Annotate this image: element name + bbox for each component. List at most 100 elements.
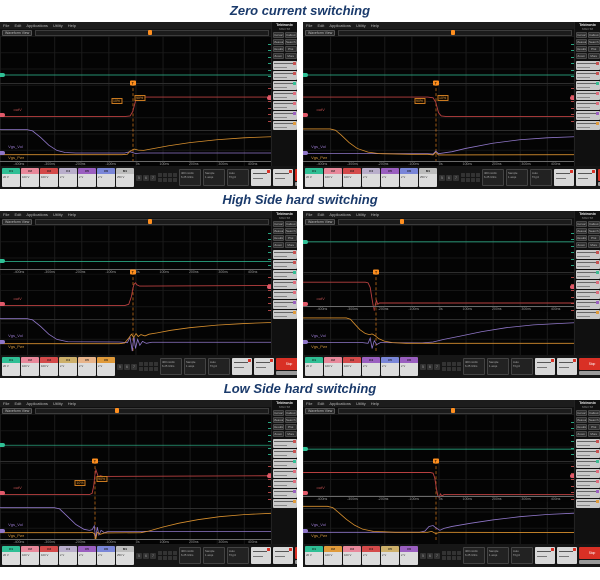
panel-button-search[interactable]: Search [285, 39, 297, 45]
menu-item-edit[interactable]: Edit [14, 401, 22, 406]
settings-badge[interactable] [272, 449, 297, 458]
settings-badge[interactable] [272, 260, 297, 269]
panel-button-more[interactable]: More [588, 53, 600, 59]
channel-marker-red[interactable] [0, 491, 5, 496]
channel-badge[interactable]: C3 100 V [40, 168, 58, 187]
mini-button[interactable] [163, 173, 167, 177]
channel-badge[interactable]: C4 2 V [59, 546, 77, 565]
mini-button[interactable] [452, 367, 456, 371]
panel-button-plot[interactable]: Plot [588, 46, 600, 52]
acquisition-info-box[interactable]: Auto Trig'd [511, 547, 533, 564]
menu-item-help[interactable]: Help [370, 401, 379, 406]
results-badge[interactable] [254, 358, 274, 375]
settings-badge[interactable] [575, 111, 600, 120]
menu-item-help[interactable]: Help [67, 401, 76, 406]
settings-badge[interactable] [575, 260, 600, 269]
mini-button[interactable] [149, 367, 153, 371]
panel-button-callout[interactable]: Callout [285, 221, 297, 227]
channel-badge[interactable]: C3 100 V [40, 357, 58, 376]
panel-button-zoom[interactable]: Zoom [272, 242, 284, 248]
channel-badge[interactable]: C4 2 V [362, 546, 380, 565]
settings-badge[interactable] [272, 91, 297, 100]
mini-button[interactable] [163, 178, 167, 182]
channel-badge[interactable]: C6 2 V [97, 357, 115, 376]
settings-badge[interactable] [575, 469, 600, 478]
panel-button-cursors[interactable]: Cursors [272, 32, 284, 38]
settings-badge[interactable] [272, 499, 297, 508]
channel-marker-red[interactable] [303, 302, 308, 307]
channel-badge[interactable]: C3 100 V [40, 546, 58, 565]
run-stop-button[interactable]: Stop [579, 547, 600, 559]
panel-button-more[interactable]: More [285, 53, 297, 59]
menu-item-file[interactable]: File [3, 401, 10, 406]
mini-button[interactable] [149, 362, 153, 366]
panel-button-callout[interactable]: Callout [588, 221, 600, 227]
mini-button[interactable] [442, 551, 446, 555]
acquisition-info-box[interactable]: Sample 1 acqs [184, 358, 206, 375]
acquisition-info-box[interactable]: Auto Trig'd [530, 169, 552, 186]
pan-scrollbar[interactable] [338, 218, 572, 225]
menu-item-applications[interactable]: Applications [329, 23, 351, 28]
settings-badge[interactable] [575, 310, 600, 319]
mini-button[interactable] [461, 178, 465, 182]
settings-badge[interactable] [575, 101, 600, 110]
trigger-position-marker-icon[interactable] [450, 29, 455, 35]
trigger-level-marker[interactable] [570, 285, 574, 290]
settings-badge[interactable] [575, 121, 600, 130]
mini-button[interactable] [442, 556, 446, 560]
waveform-view-tab[interactable]: Waveform View [2, 218, 33, 225]
panel-button-measure[interactable]: Measure [272, 39, 284, 45]
settings-badge[interactable] [272, 479, 297, 488]
channel-badge[interactable]: C1 20 V [305, 546, 323, 565]
panel-button-cursors[interactable]: Cursors [272, 221, 284, 227]
channel-badge[interactable]: C5 2 V [78, 546, 96, 565]
trigger-level-marker[interactable] [267, 285, 271, 290]
panel-button-more[interactable]: More [285, 242, 297, 248]
acquisition-info-box[interactable]: Sample 1 acqs [506, 169, 528, 186]
menu-item-help[interactable]: Help [67, 23, 76, 28]
channel-badge[interactable]: C1 20 V [305, 168, 323, 187]
settings-badge[interactable] [272, 280, 297, 289]
channel-badge[interactable]: C3 100 V [343, 357, 361, 376]
panel-button-cursors[interactable]: Cursors [575, 410, 587, 416]
mini-button[interactable] [144, 367, 148, 371]
mini-button[interactable] [158, 551, 162, 555]
pan-scrollbar[interactable] [35, 407, 269, 414]
pan-scrollbar[interactable] [338, 29, 572, 36]
mini-button[interactable] [173, 173, 177, 177]
fast-access-button-5[interactable]: 5 [117, 363, 123, 370]
menu-item-file[interactable]: File [3, 212, 10, 217]
mini-button[interactable] [442, 367, 446, 371]
fast-access-button-7[interactable]: 7 [150, 552, 156, 559]
channel-badge[interactable]: M1 250 V [116, 546, 134, 565]
settings-badge[interactable] [272, 469, 297, 478]
settings-badge[interactable] [272, 71, 297, 80]
mini-button[interactable] [168, 556, 172, 560]
settings-badge[interactable] [575, 489, 600, 498]
menu-item-edit[interactable]: Edit [317, 401, 325, 406]
settings-badge[interactable] [575, 81, 600, 90]
fast-access-button-6[interactable]: 6 [143, 174, 149, 181]
mini-button[interactable] [471, 178, 475, 182]
panel-button-plot[interactable]: Plot [285, 235, 297, 241]
channel-badge[interactable]: C2 100 V [21, 546, 39, 565]
waveform-display[interactable]: outV Vgs_Vol Vgs_Pwr -400ns -300ns -200ns -… [303, 225, 574, 355]
menu-item-utility[interactable]: Utility [52, 212, 63, 217]
channel-badge[interactable]: C4 2 V [362, 168, 380, 187]
mini-button[interactable] [139, 362, 143, 366]
channel-marker-green[interactable] [0, 73, 5, 77]
menu-item-utility[interactable]: Utility [355, 212, 366, 217]
mini-button[interactable] [158, 556, 162, 560]
channel-badge[interactable]: C5 2 V [381, 168, 399, 187]
menu-item-edit[interactable]: Edit [317, 23, 325, 28]
waveform-display[interactable]: outV Vgs_Vol Vgs_Pwr -400ns -300ns -200ns -… [0, 225, 271, 355]
panel-button-zoom[interactable]: Zoom [575, 431, 587, 437]
settings-badge[interactable] [272, 101, 297, 110]
settings-badge[interactable] [272, 121, 297, 130]
settings-badge[interactable] [272, 459, 297, 468]
mini-button[interactable] [168, 173, 172, 177]
fast-access-button-5[interactable]: 5 [420, 363, 426, 370]
run-stop-button[interactable]: Stop [598, 169, 600, 181]
run-stop-button[interactable]: Stop [295, 547, 297, 559]
results-badge[interactable] [535, 358, 555, 375]
